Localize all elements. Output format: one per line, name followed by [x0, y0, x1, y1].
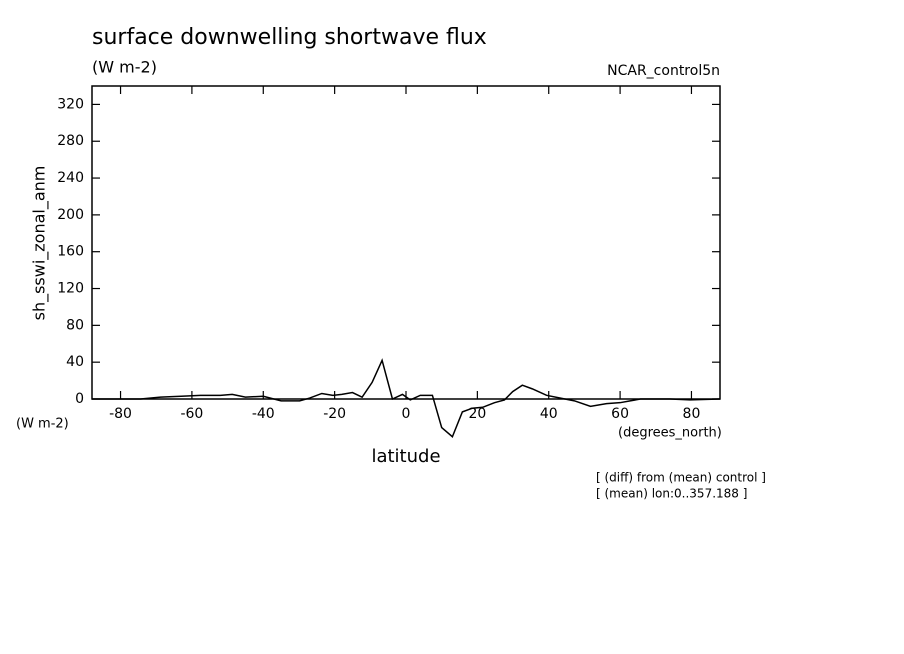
plot-frame	[91, 85, 721, 400]
note: [ (mean) lon:0..357.188 ]	[596, 487, 747, 501]
y-tick-label: 40	[66, 354, 84, 370]
x-axis-label: latitude	[371, 446, 440, 467]
chart-title: surface downwelling shortwave flux	[92, 25, 487, 50]
y-tick-label: 200	[57, 207, 84, 223]
note: [ (diff) from (mean) control ]	[596, 471, 766, 485]
x-tick-label: -20	[323, 406, 346, 422]
x-tick-label: -40	[252, 406, 275, 422]
x-tick-label: -80	[109, 406, 132, 422]
y-tick-label: 80	[66, 317, 84, 333]
x-tick-label: 20	[468, 406, 486, 422]
y-tick-label: 160	[57, 244, 84, 260]
x-tick-label: 60	[611, 406, 629, 422]
y-tick-label: 320	[57, 96, 84, 112]
chart-subtitle: (W m-2)	[92, 58, 157, 77]
y-axis-label: sh_sswi_zonal_anm	[30, 166, 50, 321]
data-line	[92, 358, 721, 438]
y-tick-label: 280	[57, 133, 84, 149]
x-tick-label: 80	[683, 406, 701, 422]
x-tick-label: -60	[180, 406, 203, 422]
x-tick-label: 40	[540, 406, 558, 422]
y-tick-label: 240	[57, 170, 84, 186]
y-unit: (W m-2)	[16, 417, 69, 432]
x-tick-label: 0	[402, 406, 411, 422]
y-tick-label: 0	[75, 391, 84, 407]
experiment-label: NCAR_control5n	[607, 63, 720, 79]
y-tick-label: 120	[57, 281, 84, 297]
x-unit: (degrees_north)	[618, 426, 722, 441]
